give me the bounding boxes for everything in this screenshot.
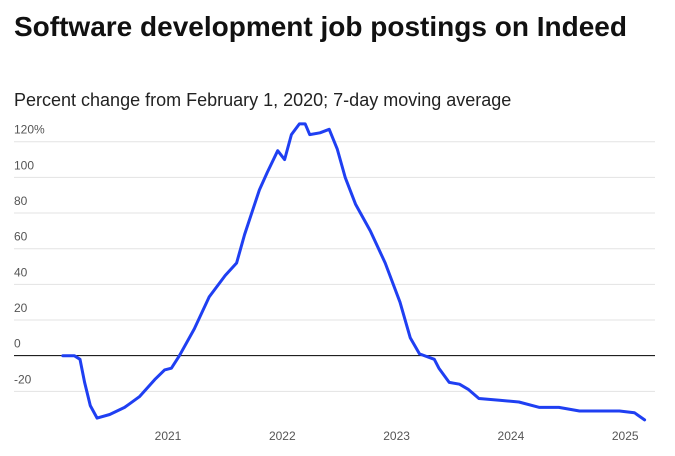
x-tick-label: 2025 [612,429,639,443]
y-tick-label: -20 [14,372,32,386]
chart-subtitle: Percent change from February 1, 2020; 7-… [14,90,512,110]
y-tick-label: 80 [14,194,28,208]
x-tick-label: 2022 [269,429,296,443]
chart-title: Software development job postings on Ind… [14,11,627,42]
x-tick-label: 2021 [155,429,182,443]
x-tick-label: 2024 [498,429,525,443]
y-tick-label: 0 [14,337,21,351]
x-tick-label: 2023 [383,429,410,443]
y-tick-label: 120% [14,123,45,137]
y-tick-label: 100 [14,158,34,172]
data-line [61,122,647,422]
y-tick-label: 20 [14,301,28,315]
y-tick-label: 40 [14,265,28,279]
y-tick-label: 60 [14,230,28,244]
